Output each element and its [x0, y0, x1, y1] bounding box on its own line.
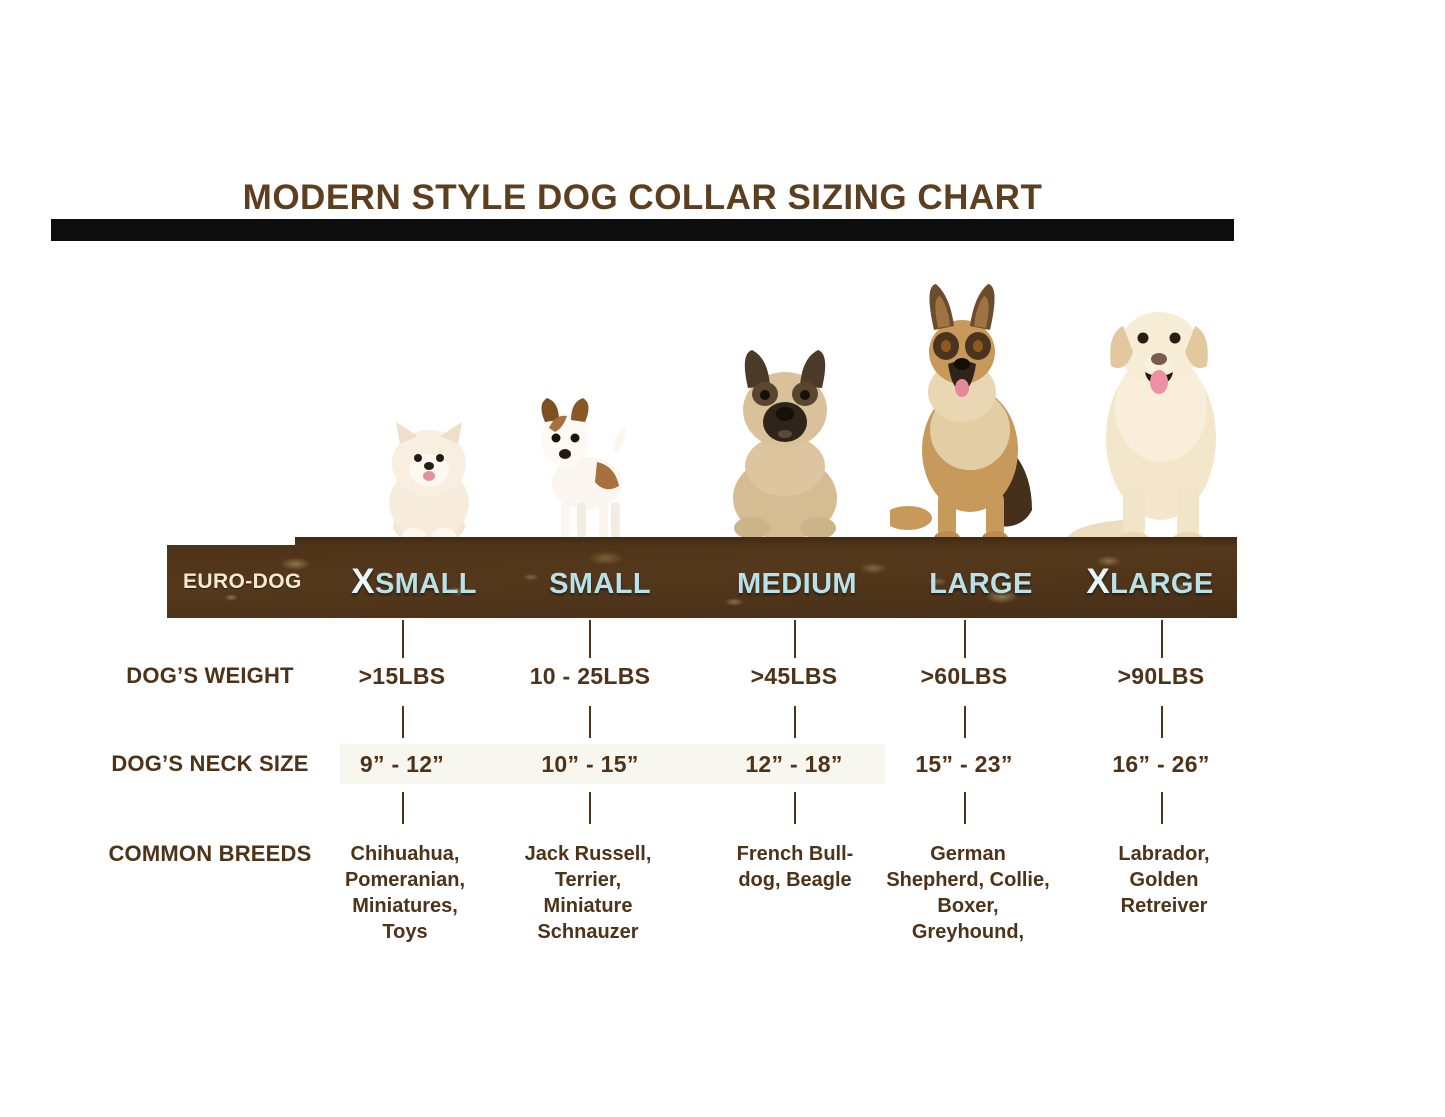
- neck-value-medium: 12” - 18”: [745, 751, 843, 777]
- connector-xlarge-weight: [1161, 620, 1163, 658]
- connector-large-breeds: [964, 792, 966, 824]
- breeds-value-medium: French Bull-dog, Beagle: [736, 843, 854, 891]
- size-word-large: LARGE: [929, 567, 1033, 600]
- dog-photo-pomeranian: [374, 408, 484, 548]
- connector-small-breeds: [589, 792, 591, 824]
- weight-value-medium: >45LBS: [750, 663, 838, 689]
- dog-photo-strip: [160, 240, 1245, 548]
- connector-small-weight: [589, 620, 591, 658]
- size-header-medium-label: MEDIUM: [737, 562, 857, 602]
- neck-value-xsmall: 9” - 12”: [359, 751, 445, 777]
- dog-photo-labrador: [1065, 248, 1245, 548]
- size-header-xlarge-label: XLARGE: [1086, 562, 1213, 602]
- size-header-xlarge[interactable]: XLARGE: [1063, 545, 1237, 618]
- size-word-medium: MEDIUM: [736, 567, 857, 600]
- size-header-xsmall-label: XSMALL: [351, 562, 477, 602]
- weight-value-xsmall: >15LBS: [358, 663, 446, 689]
- connector-medium-breeds: [794, 792, 796, 824]
- dog-photo-german-shepherd: [890, 280, 1050, 548]
- neck-value-xlarge: 16” - 26”: [1112, 751, 1210, 777]
- connector-large-neck: [964, 706, 966, 738]
- size-header-bar: EURO-DOG XSMALL SMALL MEDIUM LARGE XLARG…: [167, 537, 1237, 618]
- euro-dog-label: EURO-DOG: [183, 569, 302, 593]
- weight-value-xlarge: >90LBS: [1117, 663, 1205, 689]
- row-label-neck-size: DOG’S NECK SIZE: [111, 751, 309, 776]
- size-header-small-label: SMALL: [549, 562, 651, 602]
- breeds-value-small: Jack Russell, Terrier, Miniature Schnauz…: [524, 843, 652, 943]
- neck-value-small: 10” - 15”: [541, 751, 639, 777]
- euro-dog-cell: EURO-DOG: [167, 545, 301, 618]
- connector-xsmall-weight: [402, 620, 404, 658]
- row-label-weight: DOG’S WEIGHT: [126, 663, 294, 688]
- size-header-xsmall[interactable]: XSMALL: [329, 545, 499, 618]
- size-header-large-label: LARGE: [929, 562, 1033, 602]
- size-header-small[interactable]: SMALL: [515, 545, 685, 618]
- page-title: MODERN STYLE DOG COLLAR SIZING CHART: [242, 178, 1043, 217]
- dog-photo-jack-russell: [525, 388, 640, 548]
- neck-value-large: 15” - 23”: [915, 751, 1013, 777]
- connector-large-weight: [964, 620, 966, 658]
- size-word-xlarge: LARGE: [1110, 567, 1214, 600]
- breeds-value-large: German Shepherd, Collie, Boxer, Greyhoun…: [886, 843, 1050, 943]
- connector-small-neck: [589, 706, 591, 738]
- x-prefix-xlarge: X: [1086, 561, 1111, 601]
- breeds-value-xlarge: Labrador, Golden Retreiver: [1118, 843, 1210, 917]
- title-underline-rule: [51, 219, 1234, 241]
- breeds-value-xsmall: Chihuahua, Pomeranian, Miniatures, Toys: [344, 843, 466, 943]
- connector-xsmall-breeds: [402, 792, 404, 824]
- weight-value-large: >60LBS: [920, 663, 1008, 689]
- connector-medium-neck: [794, 706, 796, 738]
- size-word-xsmall: SMALL: [374, 567, 477, 600]
- size-header-medium[interactable]: MEDIUM: [703, 545, 891, 618]
- size-word-small: SMALL: [549, 567, 651, 600]
- dog-photo-french-bulldog: [710, 348, 860, 548]
- weight-value-small: 10 - 25LBS: [529, 663, 651, 689]
- connector-xlarge-breeds: [1161, 792, 1163, 824]
- neck-size-highlight-band: [340, 744, 885, 784]
- x-prefix-xsmall: X: [351, 561, 375, 601]
- connector-xsmall-neck: [402, 706, 404, 738]
- connector-xlarge-neck: [1161, 706, 1163, 738]
- size-header-large[interactable]: LARGE: [897, 545, 1065, 618]
- connector-medium-weight: [794, 620, 796, 658]
- row-label-common-breeds: COMMON BREEDS: [108, 841, 312, 866]
